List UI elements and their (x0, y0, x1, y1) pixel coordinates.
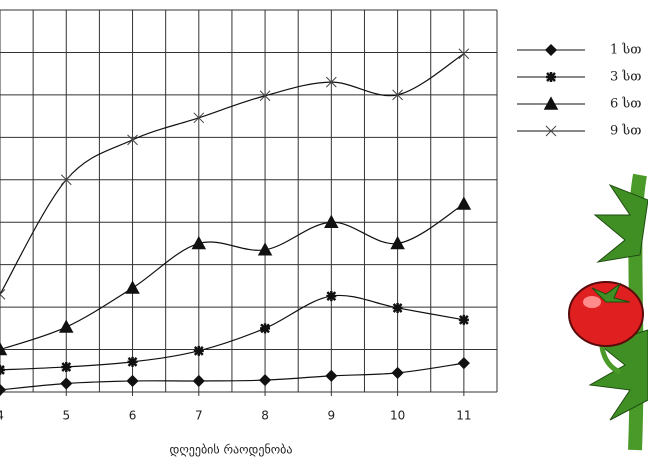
marker (193, 345, 204, 356)
marker (126, 374, 139, 388)
x-tick-label: 8 (261, 409, 269, 423)
marker (0, 383, 7, 396)
legend-label: 1 სთ (610, 43, 641, 58)
marker (546, 72, 556, 82)
marker (192, 374, 205, 388)
marker (0, 341, 8, 356)
series-line (0, 362, 464, 391)
x-tick-label: 11 (456, 409, 471, 423)
legend-label: 3 სთ (610, 70, 641, 85)
marker (60, 377, 73, 390)
x-tick-label: 7 (195, 409, 203, 423)
x-axis-label: დღეების რაოდენობა (170, 443, 293, 457)
marker (61, 361, 72, 372)
x-tick-label: 5 (62, 409, 70, 423)
marker (325, 369, 338, 382)
legend-label: 6 სთ (610, 97, 641, 112)
marker (545, 125, 557, 137)
marker (457, 357, 470, 370)
marker (259, 90, 271, 102)
series-line (0, 294, 464, 371)
marker (259, 374, 272, 387)
marker (0, 364, 5, 375)
marker (325, 76, 337, 88)
marker (125, 280, 140, 294)
marker (324, 214, 339, 228)
marker (193, 112, 205, 124)
marker (543, 96, 559, 110)
marker (544, 43, 558, 57)
marker (392, 89, 403, 101)
marker (456, 196, 472, 210)
x-tick-label: 6 (129, 409, 137, 423)
marker (0, 289, 6, 300)
plot: 4 5 6 7 8 9 10 11 (0, 9, 498, 423)
marker (326, 291, 337, 302)
marker (458, 48, 470, 60)
x-tick-label: 4 (0, 409, 4, 423)
marker (257, 242, 273, 256)
marker (260, 323, 271, 334)
marker (391, 366, 404, 379)
marker (60, 174, 72, 186)
legend-label: 9 სთ (610, 124, 641, 139)
marker (392, 302, 403, 313)
marker (127, 356, 138, 367)
marker (191, 235, 207, 250)
x-tick-label: 10 (390, 409, 405, 423)
marker (127, 134, 138, 146)
marker (458, 314, 469, 325)
tomato-plant (568, 173, 648, 451)
marker (59, 319, 74, 333)
series-line (0, 203, 465, 351)
x-tick-label: 9 (328, 409, 336, 423)
marker (390, 235, 405, 250)
